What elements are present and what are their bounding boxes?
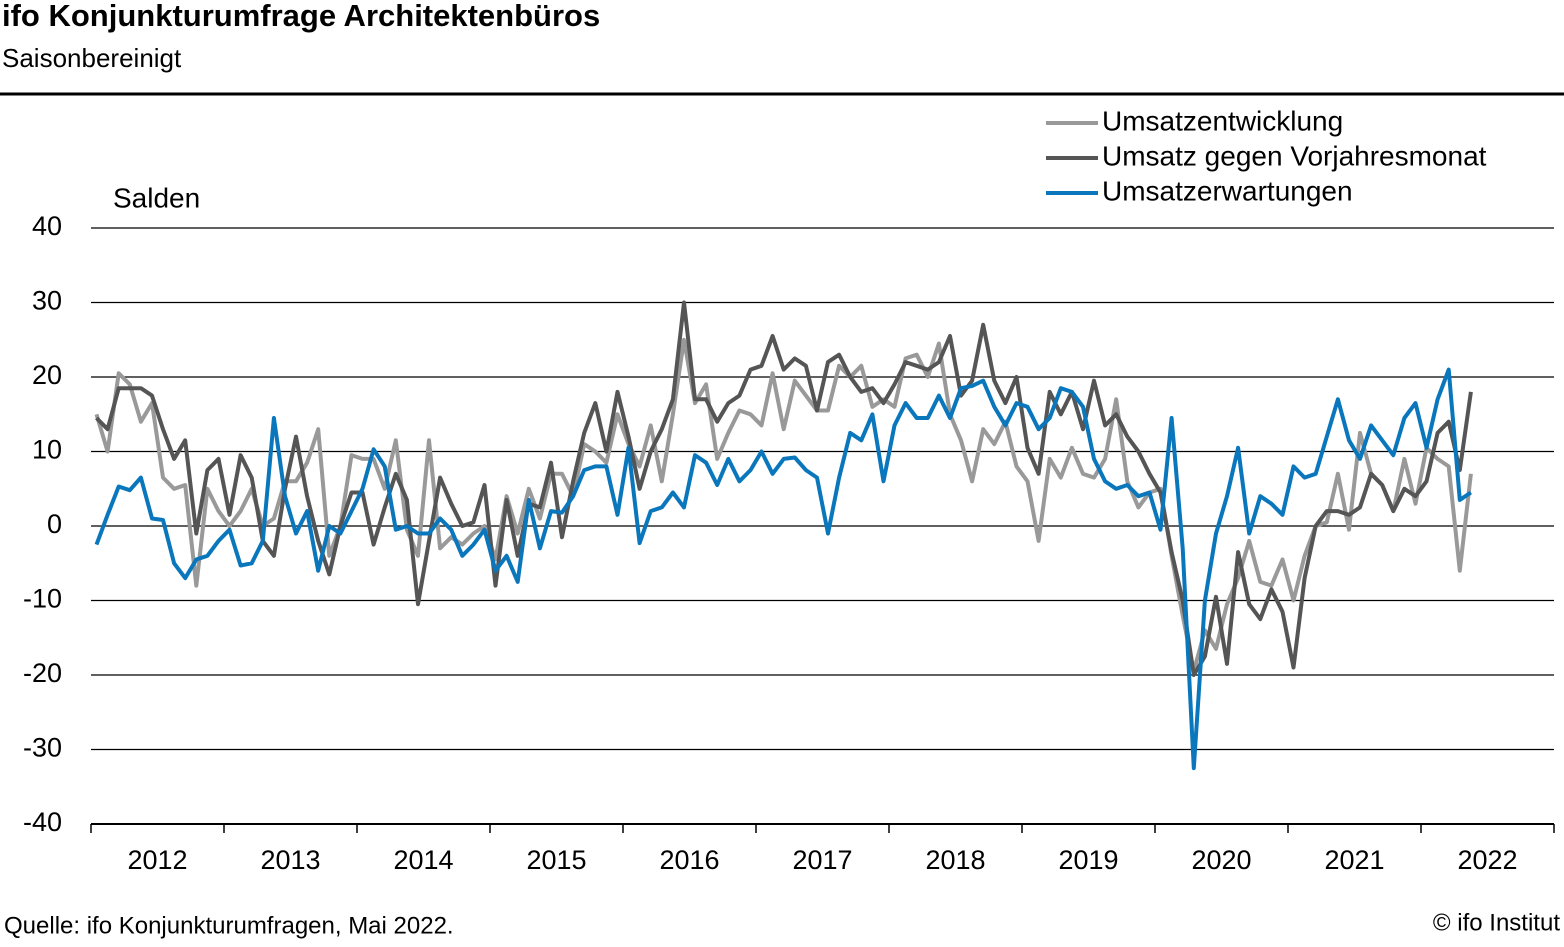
x-tick-label: 2017: [792, 845, 852, 875]
x-tick-label: 2014: [393, 845, 453, 875]
x-tick-label: 2015: [526, 845, 586, 875]
x-tick-label: 2013: [260, 845, 320, 875]
x-tick-label: 2020: [1191, 845, 1251, 875]
legend-label: Umsatzentwicklung: [1102, 105, 1343, 136]
series-line: [94, 367, 1473, 771]
y-tick-label: 20: [32, 360, 62, 390]
x-tick-label: 2021: [1324, 845, 1384, 875]
x-tick-label: 2012: [127, 845, 187, 875]
legend-label: Umsatz gegen Vorjahresmonat: [1102, 140, 1487, 171]
x-tick-label: 2019: [1058, 845, 1118, 875]
x-tick-label: 2018: [925, 845, 985, 875]
chart-subtitle: Saisonbereinigt: [2, 43, 182, 73]
series-line: [95, 300, 1473, 677]
y-tick-label: -30: [23, 733, 62, 763]
series-line: [94, 337, 1473, 674]
y-axis-label: Salden: [113, 182, 200, 213]
y-tick-label: 0: [47, 509, 62, 539]
y-tick-label: 40: [32, 211, 62, 241]
chart-title: ifo Konjunkturumfrage Architektenbüros: [2, 0, 600, 33]
source-note: Quelle: ifo Konjunkturumfragen, Mai 2022…: [4, 912, 454, 939]
y-tick-label: 10: [32, 435, 62, 465]
legend-label: Umsatzerwartungen: [1102, 175, 1353, 206]
x-tick-label: 2016: [659, 845, 719, 875]
credit: © ifo Institut: [1433, 909, 1560, 936]
y-tick-label: -20: [23, 658, 62, 688]
y-tick-label: -10: [23, 584, 62, 614]
x-tick-label: 2022: [1457, 845, 1517, 875]
y-tick-label: -40: [23, 807, 62, 837]
y-tick-label: 30: [32, 286, 62, 316]
